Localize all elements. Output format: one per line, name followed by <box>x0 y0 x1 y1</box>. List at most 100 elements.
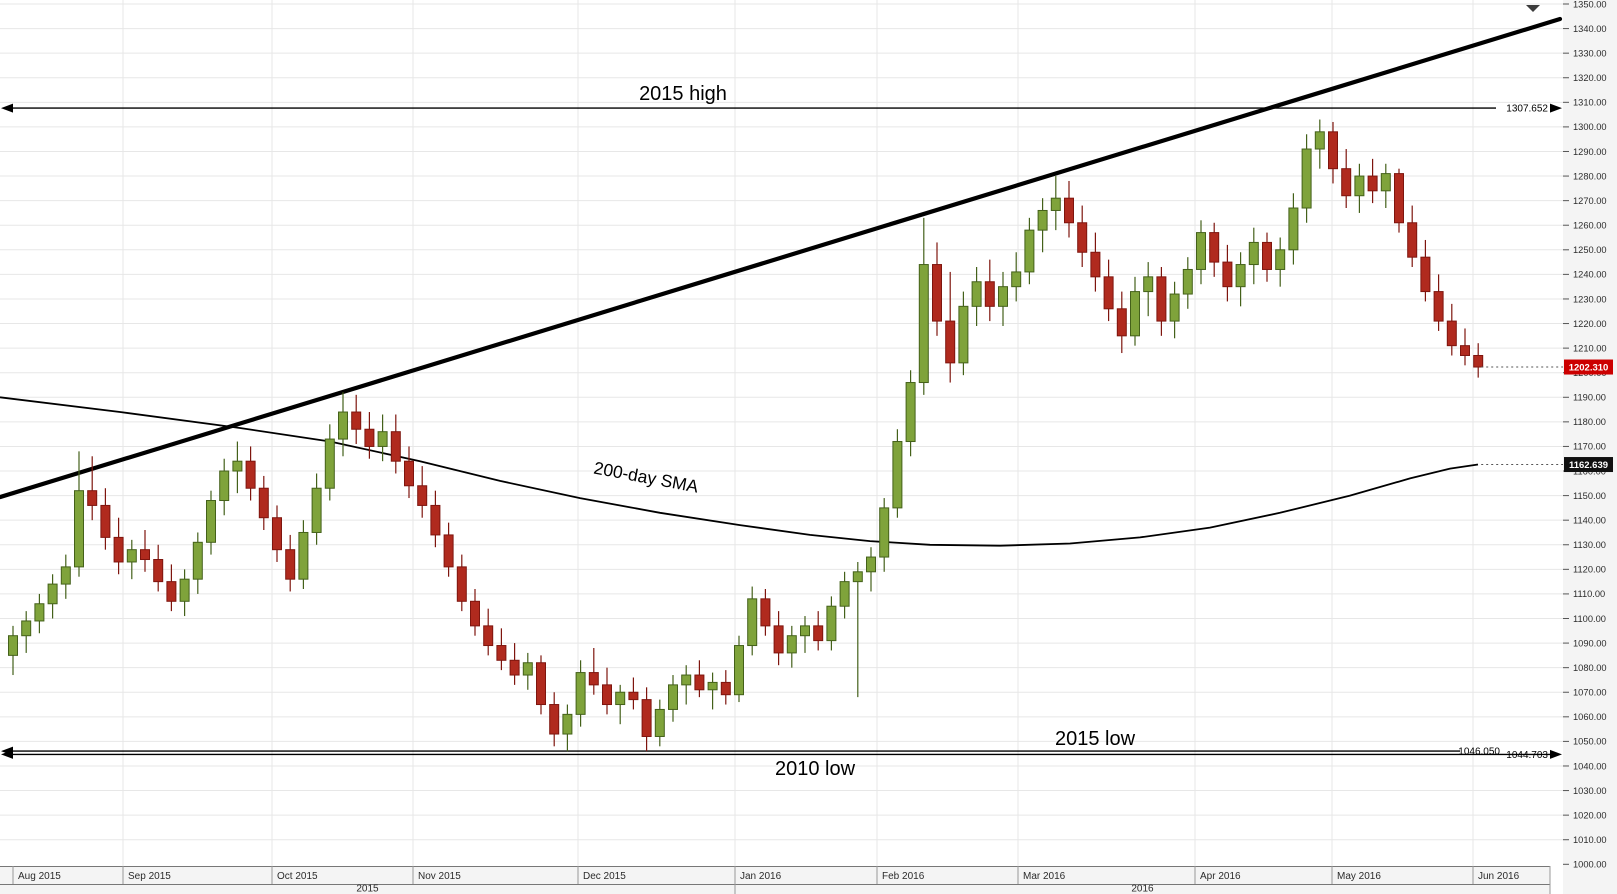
candle-down <box>390 431 401 462</box>
candle-down <box>1156 276 1167 322</box>
y-tick-label: 1020.00 <box>1573 810 1607 820</box>
candle-down <box>813 625 824 642</box>
candle-down <box>536 662 546 706</box>
left-arrowhead-icon <box>1 103 13 113</box>
candle-down <box>1103 276 1114 310</box>
candle-up <box>34 603 45 622</box>
gridlines <box>0 0 1563 866</box>
triangle-down-icon[interactable] <box>1526 5 1540 12</box>
y-tick-label: 1340.00 <box>1573 24 1607 34</box>
month-label: Mar 2016 <box>1023 871 1066 882</box>
candle-up <box>1037 209 1048 231</box>
candle-up <box>8 635 18 656</box>
candle-down <box>404 460 414 487</box>
candle-down <box>470 600 480 627</box>
candle-down <box>443 534 454 568</box>
candle-up <box>1130 291 1140 337</box>
candle-up <box>338 411 348 440</box>
candle-down <box>1328 131 1338 170</box>
candle-down <box>1090 251 1101 278</box>
candle-down <box>1222 261 1233 288</box>
y-tick-label: 1270.00 <box>1573 196 1607 206</box>
month-label: Apr 2016 <box>1200 871 1241 882</box>
candle-up <box>192 541 203 580</box>
month-label: Oct 2015 <box>277 871 318 882</box>
y-tick-label: 1060.00 <box>1573 712 1607 722</box>
candle-down <box>1341 168 1352 197</box>
month-label: Jun 2016 <box>1478 871 1520 882</box>
candle-down <box>760 598 771 627</box>
candle-down <box>588 672 599 686</box>
candle-down <box>364 428 375 447</box>
y-tick-label: 1080.00 <box>1573 663 1607 673</box>
y-tick-label: 1040.00 <box>1573 761 1607 771</box>
candle-up <box>879 507 890 558</box>
y-tick-label: 1240.00 <box>1573 270 1607 280</box>
y-tick-label: 1010.00 <box>1573 835 1607 845</box>
candle-up <box>522 662 533 676</box>
y-tick-label: 1220.00 <box>1573 319 1607 329</box>
candle-down <box>456 566 467 602</box>
candle-down <box>272 517 282 551</box>
y-tick-label: 1130.00 <box>1573 540 1606 550</box>
y-tick-label: 1150.00 <box>1573 491 1606 501</box>
candle-up <box>377 431 388 447</box>
candle-down <box>1407 222 1418 258</box>
y-tick-label: 1210.00 <box>1573 343 1607 353</box>
candle-up <box>60 566 71 585</box>
y-tick-label: 1170.00 <box>1573 442 1606 452</box>
candle-up <box>1288 207 1299 251</box>
candle-up <box>219 470 230 502</box>
candle-down <box>483 625 494 647</box>
candle-down <box>720 681 731 696</box>
candle-down <box>496 645 507 661</box>
scroll-marker[interactable] <box>1526 5 1540 12</box>
sma-label: 200-day SMA <box>592 458 700 497</box>
candle-up <box>324 438 335 489</box>
candle-down <box>932 264 942 322</box>
price-badge <box>1564 457 1613 473</box>
candle-down <box>1473 354 1484 368</box>
candle-down <box>1446 320 1457 347</box>
candle-up <box>1182 268 1193 295</box>
annotation-value-label: 1307.652 <box>1506 104 1548 115</box>
candle-down <box>945 320 956 364</box>
candle-down <box>1209 232 1220 263</box>
candle-up <box>1301 148 1312 209</box>
year-label: 2016 <box>1131 884 1154 894</box>
candle-down <box>509 659 520 676</box>
right-arrowhead-icon <box>1550 749 1562 759</box>
candle-up <box>298 531 309 580</box>
y-tick-label: 1330.00 <box>1573 48 1607 58</box>
candle-up <box>1169 293 1180 322</box>
candle-down <box>1433 291 1444 322</box>
candle-down <box>1064 197 1074 224</box>
y-tick-label: 1120.00 <box>1573 565 1606 575</box>
candle-up <box>734 645 744 696</box>
candle-down <box>1262 241 1272 270</box>
y-tick-label: 1180.00 <box>1573 417 1606 427</box>
candle-up <box>1248 241 1259 266</box>
y-tick-label: 1100.00 <box>1573 614 1606 624</box>
candle-up <box>1380 173 1391 192</box>
annotation-value-label: 1044.703 <box>1506 750 1548 761</box>
candle-up <box>47 583 58 605</box>
candle-up <box>126 549 137 563</box>
candle-up <box>654 708 665 737</box>
right-arrowhead-icon <box>1550 103 1562 113</box>
candle-up <box>892 441 903 509</box>
candle-down <box>87 490 98 506</box>
month-label: Sep 2015 <box>128 871 171 882</box>
candle-up <box>311 487 322 533</box>
annotation-title: 2015 high <box>639 83 727 105</box>
candle-down <box>549 704 560 735</box>
candle-up <box>971 281 982 307</box>
candle-up <box>1196 232 1206 270</box>
candle-down <box>1394 173 1404 224</box>
y-tick-label: 1350.00 <box>1573 0 1607 9</box>
month-label: Dec 2015 <box>583 871 626 882</box>
candle-down <box>773 625 784 654</box>
price-badge-label: 1162.639 <box>1569 460 1608 471</box>
